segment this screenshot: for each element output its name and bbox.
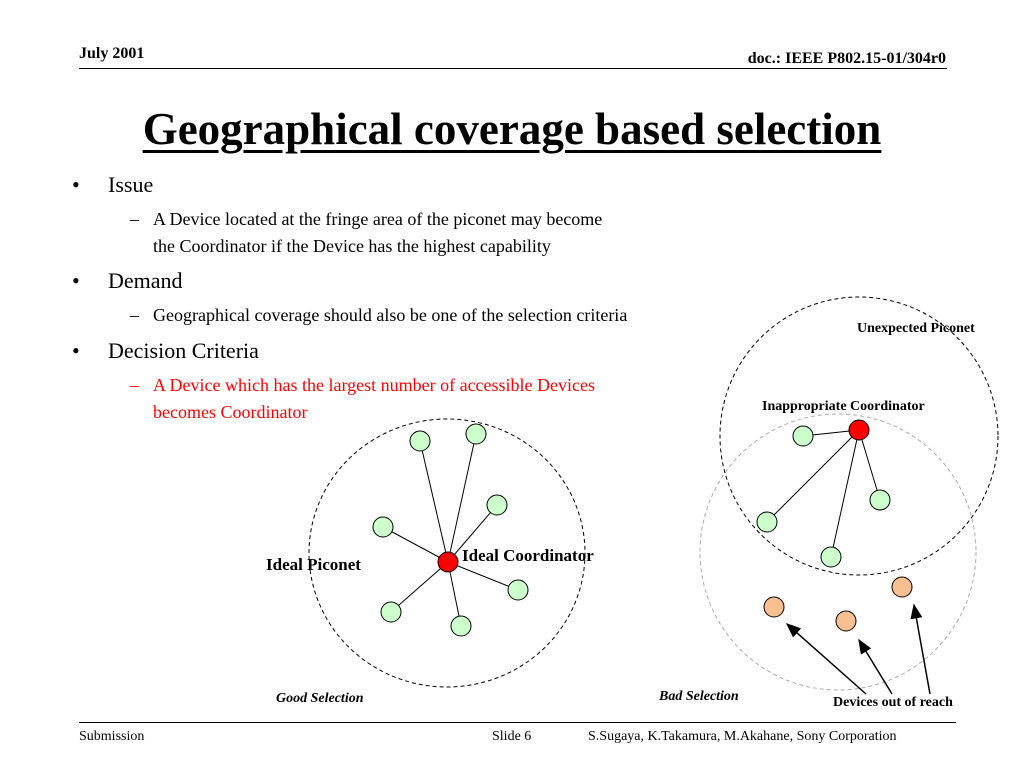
arrow bbox=[910, 603, 931, 695]
sub-bullet-line: Geographical coverage should also be one… bbox=[153, 305, 628, 325]
device-node bbox=[820, 546, 842, 568]
footer-authors: S.Sugaya, K.Takamura, M.Akahane, Sony Co… bbox=[588, 729, 897, 744]
header-rule bbox=[79, 68, 947, 69]
ideal-coordinator-label: Ideal Coordinator bbox=[462, 546, 594, 565]
footer-rule bbox=[79, 722, 956, 723]
bullet-item: • Issue bbox=[72, 172, 153, 198]
device-node bbox=[380, 601, 402, 623]
bullet-marker: • bbox=[72, 172, 80, 197]
sub-bullet-line: becomes Coordinator bbox=[153, 402, 308, 422]
unreachable-devices bbox=[763, 576, 913, 632]
bullet-marker: • bbox=[72, 338, 80, 363]
sub-bullet-marker: – bbox=[130, 209, 139, 229]
sub-bullet-item: – A Device located at the fringe area of… bbox=[130, 206, 602, 256]
good-selection-label: Good Selection bbox=[276, 691, 364, 706]
ideal-piconet-label: Ideal Piconet bbox=[266, 555, 361, 574]
bad-selection-label: Bad Selection bbox=[659, 689, 739, 704]
device-node bbox=[450, 615, 472, 637]
footer-slide-number: Slide 6 bbox=[492, 729, 532, 744]
device-node bbox=[792, 425, 814, 447]
ideal-piconet-boundary bbox=[308, 418, 586, 688]
bullet-item: • Demand bbox=[72, 268, 183, 294]
inappropriate-coordinator-label: Inappropriate Coordinator bbox=[762, 399, 925, 414]
unexpected-piconet-label: Unexpected Piconet bbox=[857, 321, 975, 336]
arrow bbox=[858, 638, 893, 695]
arrow bbox=[785, 623, 867, 695]
bullet-marker: • bbox=[72, 268, 80, 293]
unexpected-piconet-links bbox=[766, 429, 881, 558]
device-node bbox=[409, 430, 431, 452]
device-node bbox=[869, 489, 891, 511]
bullet-label: Decision Criteria bbox=[108, 338, 259, 363]
device-node bbox=[372, 516, 394, 538]
slide-title: Geographical coverage based selection bbox=[142, 104, 882, 154]
header-date: July 2001 bbox=[79, 45, 145, 62]
inappropriate-coordinator-node bbox=[848, 419, 870, 441]
ideal-coordinator-node bbox=[437, 551, 459, 573]
bullet-label: Demand bbox=[108, 268, 183, 293]
sub-bullet-line: A Device located at the fringe area of t… bbox=[153, 209, 603, 229]
device-node bbox=[465, 423, 487, 445]
ideal-piconet-devices bbox=[372, 423, 529, 637]
unreachable-device-node bbox=[763, 596, 785, 618]
unreachable-device-node bbox=[835, 610, 857, 632]
bullet-item: • Decision Criteria bbox=[72, 338, 259, 364]
device-node bbox=[507, 579, 529, 601]
header-doc-id: doc.: IEEE P802.15-01/304r0 bbox=[747, 50, 946, 67]
out-of-reach-arrows bbox=[785, 603, 931, 695]
footer-submission: Submission bbox=[79, 729, 145, 744]
unexpected-piconet-devices bbox=[756, 425, 891, 568]
device-node bbox=[756, 511, 778, 533]
bad-selection-coverage bbox=[699, 413, 977, 691]
ideal-piconet-links bbox=[382, 433, 519, 627]
sub-bullet-line: the Coordinator if the Device has the hi… bbox=[153, 236, 551, 256]
sub-bullet-line: A Device which has the largest number of… bbox=[153, 375, 596, 395]
sub-bullet-item: – Geographical coverage should also be o… bbox=[130, 302, 627, 329]
unreachable-device-node bbox=[891, 576, 913, 598]
bullet-label: Issue bbox=[108, 172, 154, 197]
sub-bullet-marker: – bbox=[130, 375, 139, 395]
sub-bullet-marker: – bbox=[130, 305, 139, 325]
unexpected-piconet-boundary bbox=[719, 296, 999, 576]
device-node bbox=[486, 494, 508, 516]
devices-out-of-reach-label: Devices out of reach bbox=[833, 695, 953, 710]
sub-bullet-item: – A Device which has the largest number … bbox=[130, 372, 595, 422]
